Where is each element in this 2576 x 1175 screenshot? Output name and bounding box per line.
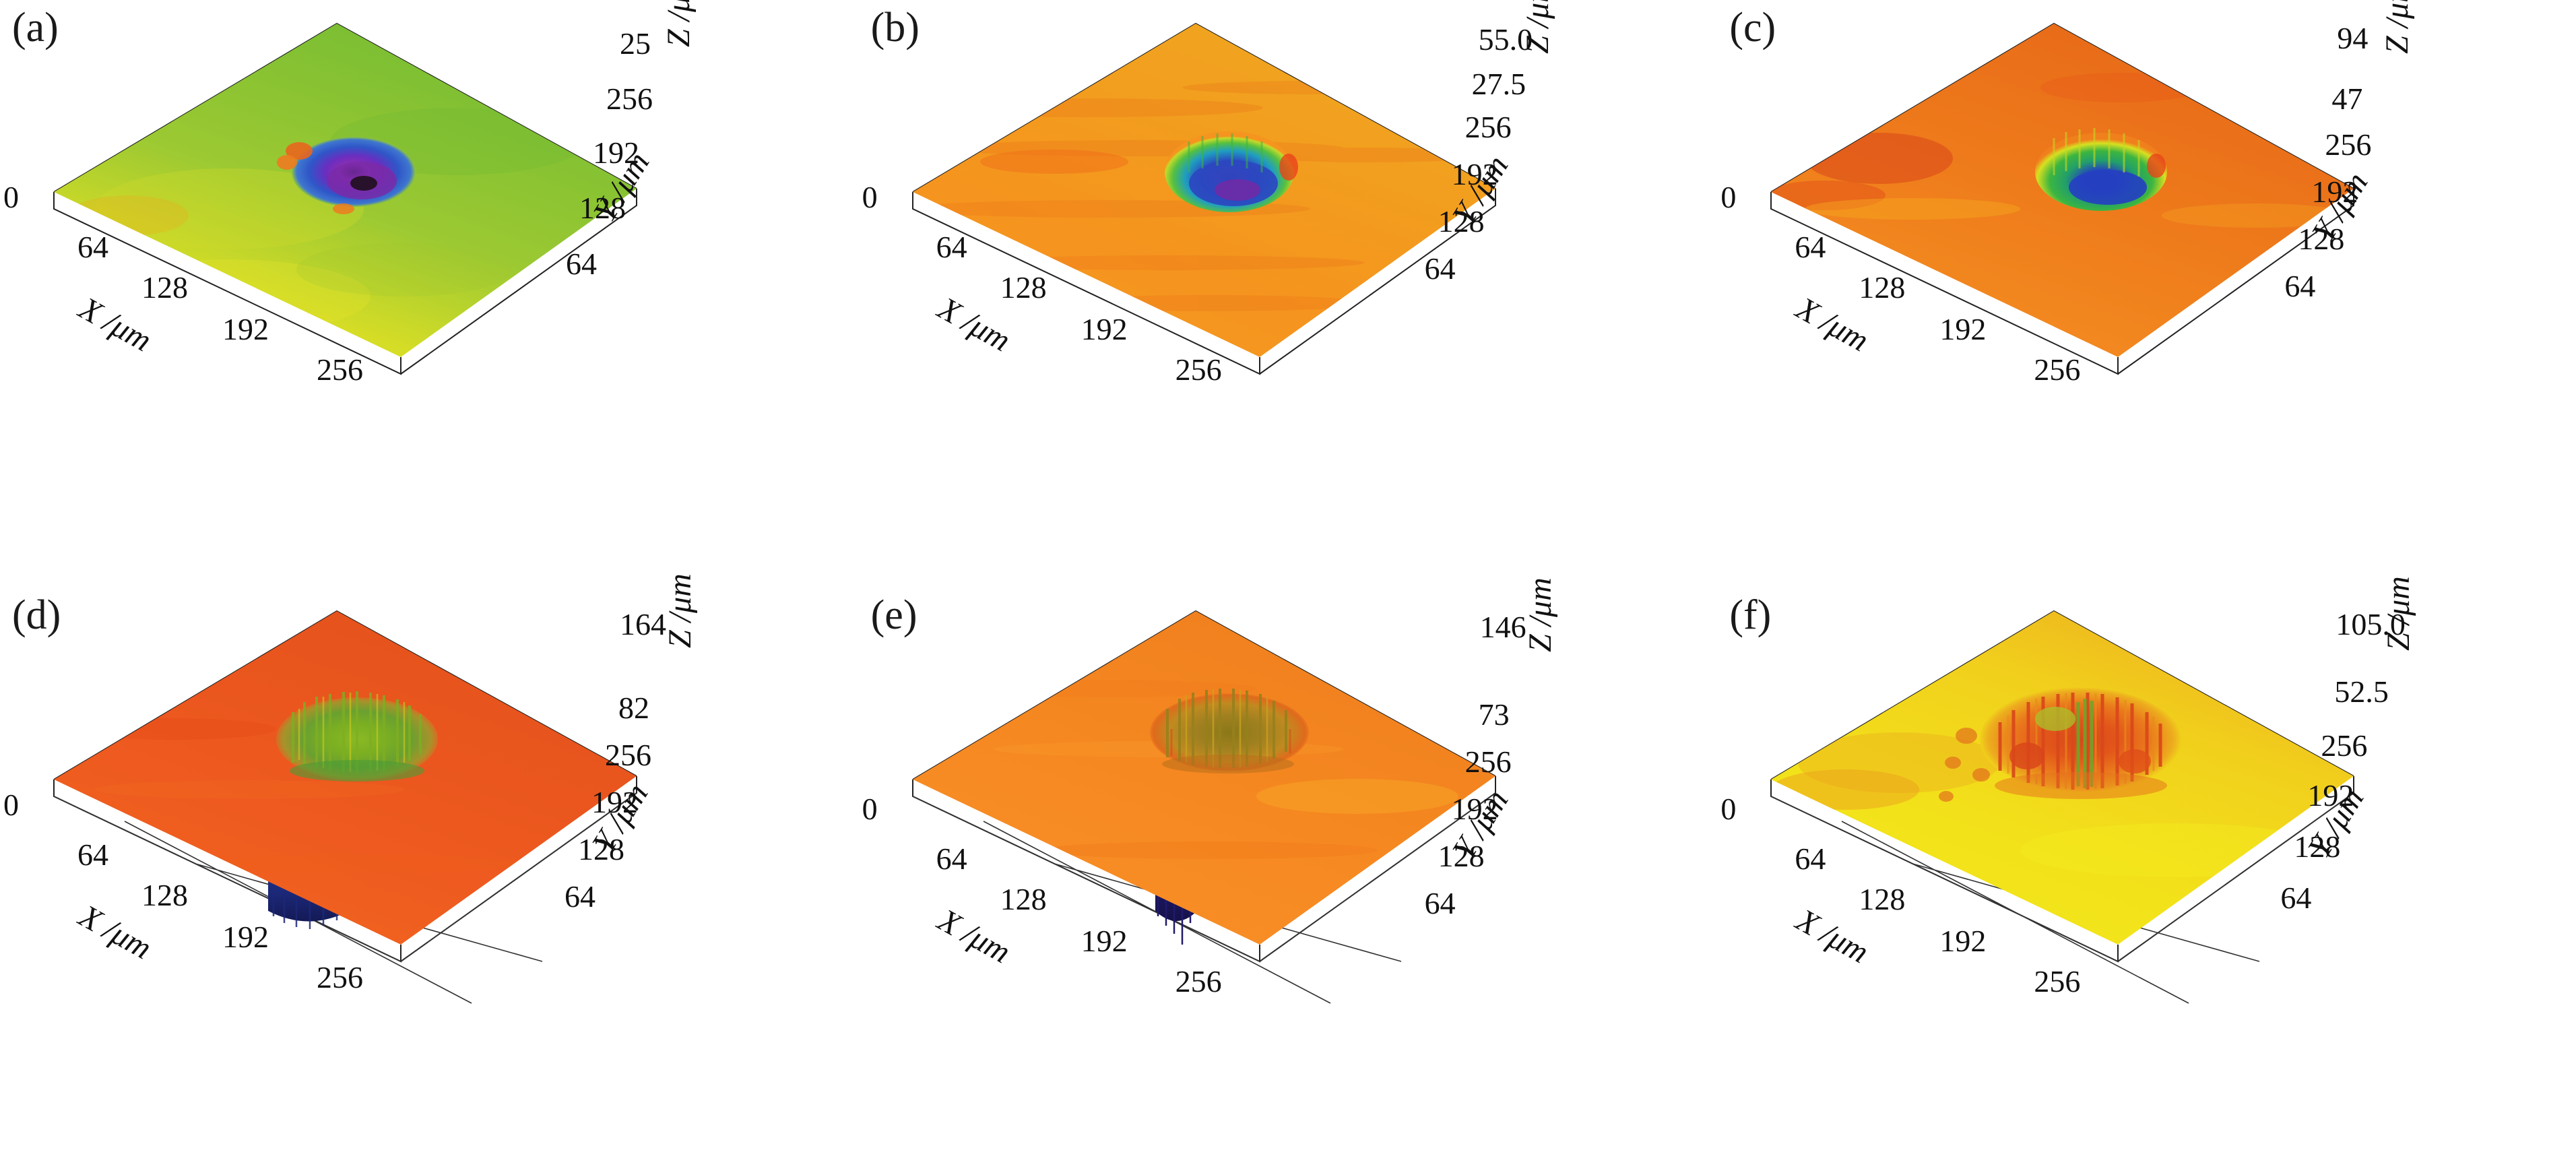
surface-plot-b: 55.0 27.5 256 192 128 64 0 64 128 192 25…: [862, 0, 1559, 424]
z-axis-label-f: Z /μm: [2381, 576, 2417, 651]
z-tick-f-0: 105.0: [2336, 607, 2406, 641]
surface-plot-a: 25 256 192 128 64 0 64 128 192 256 Z /μm…: [3, 0, 701, 424]
surface-mesh-f: [1771, 611, 2354, 945]
surface-plot-c: 94 47 256 192 128 64 0 64 128 192 256 Z …: [1720, 0, 2418, 424]
y-tick-d-1: 192: [591, 785, 638, 819]
y-tick-c-2: 128: [2298, 222, 2345, 256]
y-tick-b-0: 256: [1464, 110, 1512, 144]
panel-label-a: (a): [12, 5, 59, 51]
x-tick-c-1: 64: [1795, 230, 1826, 264]
z-tick-d-0: 164: [620, 607, 666, 641]
z-axis-label-c: Z /μm: [2379, 0, 2416, 54]
x-tick-b-0: 0: [862, 180, 878, 214]
y-tick-f-0: 256: [2321, 728, 2368, 763]
x-tick-c-3: 192: [1939, 312, 1987, 346]
x-tick-e-1: 64: [936, 841, 967, 876]
z-tick-a-0: 25: [620, 26, 651, 61]
z-tick-f-1: 52.5: [2334, 674, 2389, 709]
panel-label-c: (c): [1729, 5, 1776, 51]
x-tick-d-3: 192: [222, 920, 269, 954]
z-tick-c-1: 47: [2331, 82, 2363, 116]
x-tick-e-0: 0: [862, 792, 878, 826]
y-tick-c-1: 192: [2311, 174, 2358, 209]
x-tick-c-4: 256: [2034, 352, 2081, 387]
x-tick-a-4: 256: [317, 352, 363, 387]
z-axis-label-d: Z /μm: [662, 573, 698, 648]
x-tick-f-0: 0: [1720, 792, 1737, 826]
y-tick-e-0: 256: [1464, 744, 1512, 779]
z-tick-e-1: 73: [1478, 697, 1510, 732]
y-tick-e-2: 128: [1438, 839, 1485, 873]
x-tick-f-3: 192: [1939, 924, 1987, 958]
panel-f: (f): [1717, 576, 2576, 1175]
z-tick-b-1: 27.5: [1471, 67, 1526, 101]
y-tick-e-3: 64: [1424, 886, 1456, 920]
surface-plot-e: 146 73 256 192 128 64 0 64 128 192 256 Z…: [862, 577, 1559, 1012]
z-tick-d-1: 82: [618, 691, 649, 725]
y-tick-d-3: 64: [565, 879, 595, 914]
y-tick-c-3: 64: [2284, 269, 2316, 303]
panel-label-d: (d): [12, 592, 61, 638]
z-tick-e-0: 146: [1479, 610, 1526, 644]
y-tick-e-1: 192: [1451, 792, 1498, 826]
z-axis-label-e: Z /μm: [1522, 577, 1558, 652]
z-tick-b-0: 55.0: [1478, 22, 1533, 57]
surface-mesh-a: [54, 24, 637, 357]
x-tick-a-3: 192: [222, 312, 269, 346]
y-tick-f-1: 192: [2307, 778, 2354, 813]
x-tick-b-4: 256: [1175, 352, 1222, 387]
x-tick-e-3: 192: [1081, 924, 1128, 958]
x-tick-e-2: 128: [1000, 882, 1047, 916]
x-tick-b-3: 192: [1081, 312, 1128, 346]
y-tick-f-2: 128: [2294, 829, 2341, 864]
surface-mesh-d: [54, 611, 637, 945]
surface-plot-d: 164 82 256 192 128 64 0 64 128 192 256 Z…: [3, 573, 701, 1012]
x-tick-c-2: 128: [1859, 270, 1906, 305]
z-axis-label-a: Z /μm: [661, 0, 697, 47]
surface-plot-f: 105.0 52.5 256 192 128 64 0 64 128 192 2…: [1720, 576, 2418, 1012]
y-tick-f-3: 64: [2280, 881, 2312, 915]
x-tick-a-1: 64: [77, 230, 108, 264]
x-tick-d-2: 128: [141, 878, 188, 912]
y-tick-a-3: 64: [566, 247, 597, 281]
z-axis-label-b: Z /μm: [1519, 0, 1555, 54]
y-tick-a-0: 256: [606, 82, 653, 116]
panel-e: (e): [859, 577, 1718, 1175]
panel-label-b: (b): [870, 5, 920, 51]
x-tick-e-4: 256: [1175, 964, 1222, 998]
y-tick-d-0: 256: [605, 738, 651, 772]
x-tick-d-0: 0: [3, 788, 19, 822]
panel-a: (a): [0, 0, 859, 588]
y-tick-a-2: 128: [579, 191, 626, 225]
panel-label-f: (f): [1729, 592, 1772, 638]
x-tick-d-1: 64: [77, 837, 108, 872]
panel-c: (c): [1717, 0, 2576, 588]
x-tick-d-4: 256: [317, 960, 363, 994]
x-tick-a-0: 0: [3, 180, 19, 214]
x-tick-a-2: 128: [141, 270, 188, 305]
y-tick-a-1: 192: [593, 135, 639, 170]
y-tick-b-1: 192: [1451, 157, 1498, 191]
y-tick-b-2: 128: [1438, 204, 1485, 239]
surface-mesh-b: [912, 24, 1495, 357]
z-tick-c-0: 94: [2337, 21, 2369, 55]
x-tick-f-2: 128: [1859, 882, 1906, 916]
x-tick-f-1: 64: [1795, 841, 1826, 876]
y-tick-d-2: 128: [578, 832, 624, 866]
panel-b: (b): [859, 0, 1718, 588]
x-tick-c-0: 0: [1720, 180, 1737, 214]
panel-label-e: (e): [870, 592, 917, 638]
y-tick-c-0: 256: [2325, 127, 2372, 162]
surface-mesh-c: [1771, 24, 2354, 357]
y-tick-b-3: 64: [1424, 251, 1456, 286]
panel-d: (d): [0, 573, 859, 1175]
x-tick-b-1: 64: [936, 230, 967, 264]
x-tick-b-2: 128: [1000, 270, 1047, 305]
x-tick-f-4: 256: [2034, 964, 2081, 998]
